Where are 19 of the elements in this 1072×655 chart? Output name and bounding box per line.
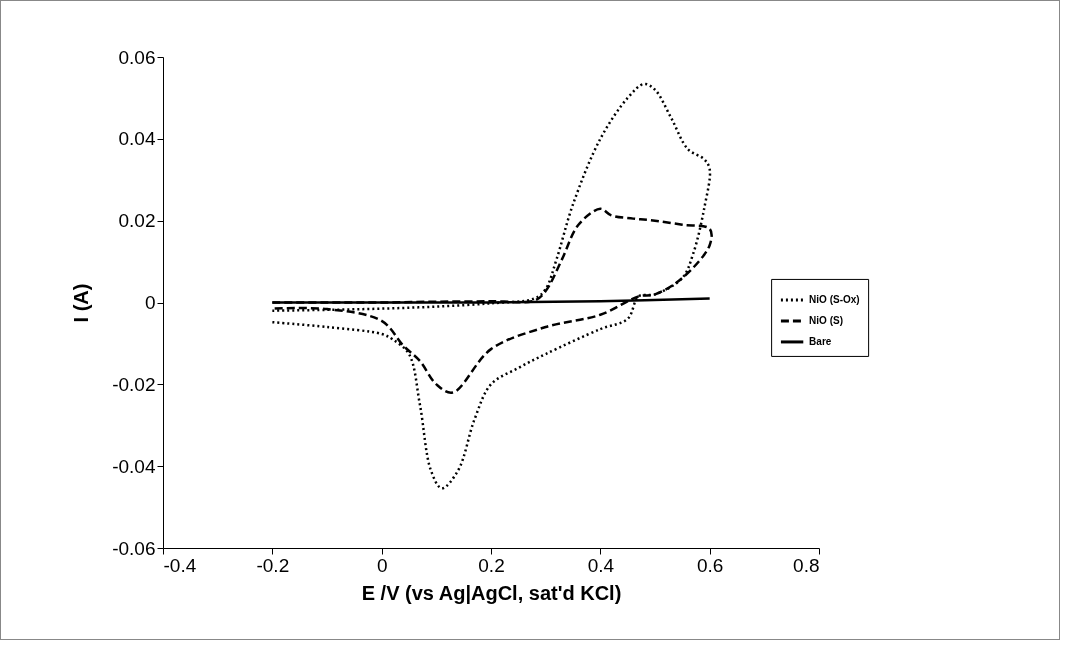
- legend-label: Bare: [809, 335, 832, 347]
- y-tick-label: -0.02: [112, 373, 156, 395]
- x-axis-title: E /V (vs Ag|AgCl, sat'd KCl): [361, 581, 622, 604]
- y-tick-label: 0.04: [118, 128, 156, 150]
- x-tick-label: 0.2: [478, 554, 505, 576]
- y-tick-label: 0.06: [118, 46, 156, 68]
- x-tick-label: 0.8: [793, 554, 820, 576]
- legend-label: NiO (S): [809, 314, 843, 326]
- x-tick-label: 0: [376, 554, 388, 576]
- x-tick-label: -0.4: [163, 554, 197, 576]
- x-tick-label: 0.6: [696, 554, 724, 576]
- y-tick-label: -0.06: [112, 537, 156, 559]
- x-tick-label: 0.4: [587, 554, 615, 576]
- x-tick-label: -0.2: [256, 554, 290, 576]
- y-tick-label: 0.02: [118, 210, 156, 232]
- legend-label: NiO (S-Ox): [809, 293, 860, 305]
- y-axis-title: I (A): [70, 283, 93, 323]
- y-tick-label: -0.04: [112, 455, 156, 477]
- y-tick-label: 0: [144, 292, 156, 313]
